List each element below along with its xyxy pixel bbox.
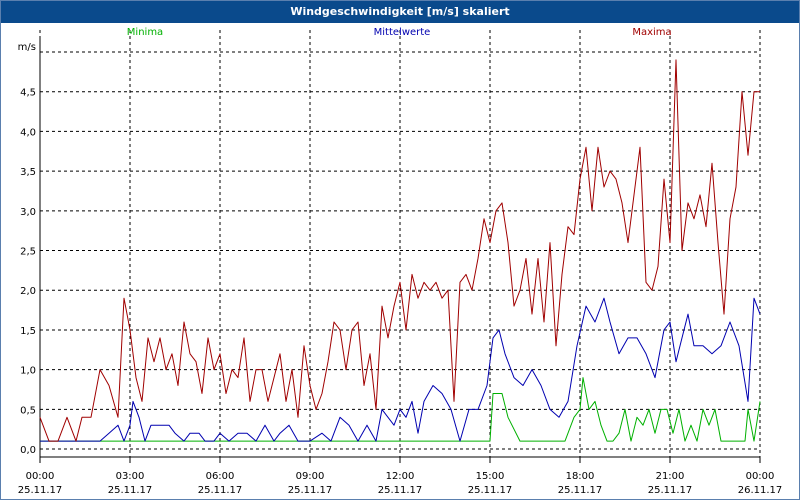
x-tick-time: 18:00 <box>566 471 595 482</box>
y-tick-label: 4,0 <box>20 127 36 138</box>
x-tick-time: 09:00 <box>296 471 325 482</box>
x-tick-date: 26.11.17 <box>738 485 783 496</box>
legend: Minima Mittelwerte Maxima <box>127 27 672 38</box>
y-tick-label: 3,0 <box>20 207 36 218</box>
x-tick-date: 25.11.17 <box>288 485 333 496</box>
x-tick-time: 00:00 <box>26 471 55 482</box>
series-lines <box>39 59 761 442</box>
y-tick-label: 2,5 <box>20 247 36 258</box>
legend-minima: Minima <box>127 27 163 38</box>
y-axis-label: m/s <box>18 42 36 53</box>
x-tick-time: 00:00 <box>746 471 775 482</box>
x-tick-date: 25.11.17 <box>648 485 693 496</box>
y-tick-label: 4,5 <box>20 88 36 99</box>
x-tick-date: 25.11.17 <box>198 485 243 496</box>
grid <box>39 30 761 457</box>
y-tick-label: 1,0 <box>20 366 36 377</box>
legend-maxima: Maxima <box>632 27 671 38</box>
x-tick-time: 03:00 <box>116 471 145 482</box>
y-tick-label: 1,5 <box>20 326 36 337</box>
x-tick-time: 21:00 <box>656 471 685 482</box>
x-tick-time: 12:00 <box>386 471 415 482</box>
x-tick-date: 25.11.17 <box>108 485 153 496</box>
y-tick-label: 0,0 <box>20 445 36 456</box>
x-tick-date: 25.11.17 <box>18 485 63 496</box>
chart-title: Windgeschwindigkeit [m/s] skaliert <box>1 1 799 23</box>
y-tick-label: 0,5 <box>20 405 36 416</box>
y-tick-label: 3,5 <box>20 167 36 178</box>
series-line-mittelwerte <box>40 297 761 442</box>
series-line-minima <box>40 377 761 442</box>
x-tick-time: 06:00 <box>206 471 235 482</box>
x-tick-date: 25.11.17 <box>468 485 513 496</box>
legend-mittelwerte: Mittelwerte <box>374 27 431 38</box>
x-tick-time: 15:00 <box>476 471 505 482</box>
series-line-maxima <box>39 59 760 442</box>
x-tick-date: 25.11.17 <box>378 485 423 496</box>
axes: 0,0 0,5 1,0 1,5 2,0 2,5 3,0 3,5 4,0 4,5 00:00 25.11… <box>18 36 783 496</box>
y-tick-label: 2,0 <box>20 286 36 297</box>
x-tick-date: 25.11.17 <box>558 485 603 496</box>
